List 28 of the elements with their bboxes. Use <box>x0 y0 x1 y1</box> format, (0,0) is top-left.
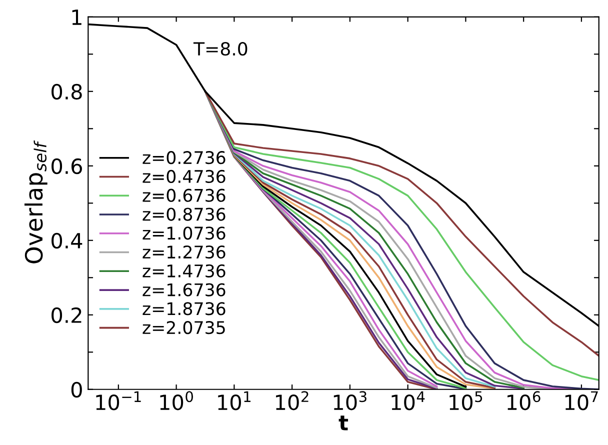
x-tick-label: 10$^{7}$ <box>565 391 598 410</box>
legend-label: z=1.8736 <box>142 302 226 316</box>
x-axis-title: t <box>338 416 348 430</box>
x-tick-label: 10$^{5}$ <box>450 391 482 410</box>
y-tick-label: 1 <box>72 10 82 25</box>
legend-label: z=1.6736 <box>142 283 226 296</box>
legend-label: z=1.0736 <box>142 226 226 240</box>
legend-label: z=0.2736 <box>142 151 226 164</box>
legend-label: z=0.8736 <box>142 208 226 221</box>
x-tick-label: 10$^{3}$ <box>334 391 366 410</box>
legend-label: z=0.6736 <box>142 188 226 202</box>
x-tick-label: 10$^{1}$ <box>218 391 250 410</box>
y-tick-label: 0.2 <box>52 307 82 324</box>
x-tick-label: 10$^{2}$ <box>276 391 308 410</box>
legend-label: z=0.4736 <box>142 170 226 184</box>
y-tick-label: 0 <box>71 382 82 398</box>
y-axis-title: Overlap$_{self}$ <box>24 140 48 264</box>
legend-label: z=2.0735 <box>142 321 225 334</box>
y-tick-label: 0.4 <box>52 232 82 249</box>
x-tick-label: 10$^{0}$ <box>160 391 193 410</box>
y-tick-label: 0.6 <box>52 158 82 174</box>
y-tick-label: 0.8 <box>52 84 82 100</box>
x-tick-label: 10$^{4}$ <box>392 391 425 410</box>
legend-label: z=1.2736 <box>142 245 226 259</box>
x-tick-label: 10$^{6}$ <box>508 391 540 410</box>
annotation: T=8.0 <box>193 42 248 56</box>
legend-label: z=1.4736 <box>142 264 226 278</box>
x-tick-label: 10$^{−1}$ <box>96 391 141 410</box>
